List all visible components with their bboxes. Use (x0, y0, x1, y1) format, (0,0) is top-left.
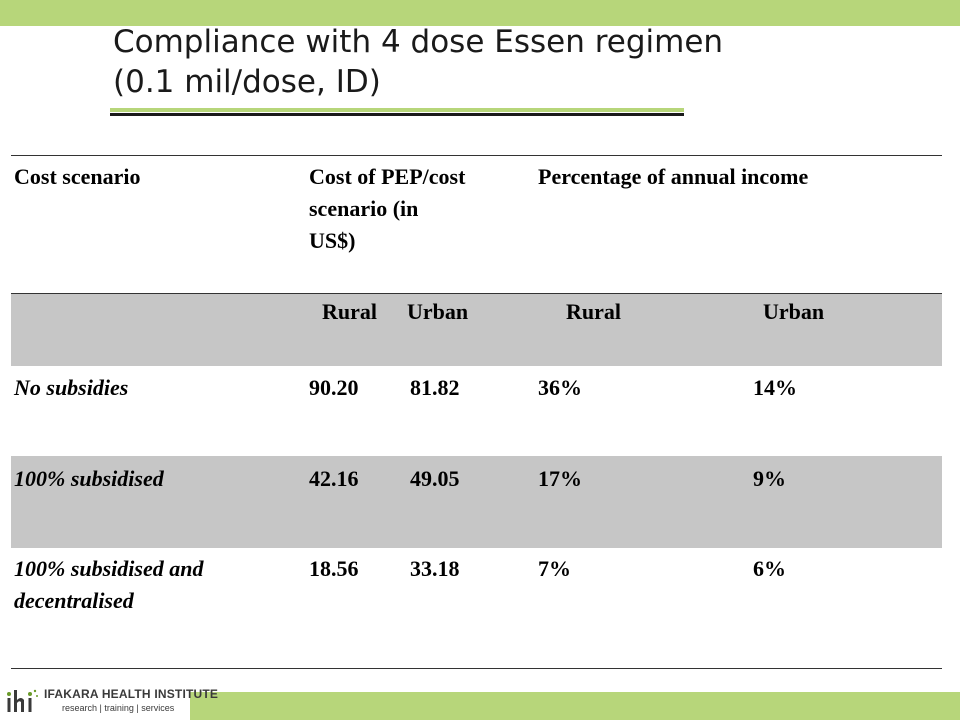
table-row (11, 456, 942, 548)
header-cost-scenario: Cost scenario (14, 164, 141, 189)
row-2-scenario: 100% subsidised (14, 466, 164, 491)
bottom-accent-bar (190, 692, 960, 720)
subheader-pct-rural: Rural (566, 299, 621, 324)
title-underline-green (110, 108, 684, 112)
row-3-scenario-line-1: 100% subsidised and (14, 556, 204, 581)
ifakara-logo: IFAKARA HEALTH INSTITUTE research | trai… (6, 684, 218, 718)
slide-title-line-1: Compliance with 4 dose Essen regimen (113, 24, 724, 60)
ihi-logo-icon (7, 689, 38, 712)
row-3-cost-rural: 18.56 (309, 556, 359, 581)
header-cost-pep-line-2: scenario (in (309, 196, 419, 221)
subheader-cost-rural: Rural (322, 299, 377, 324)
header-rule (11, 293, 942, 294)
title-underline-dark (110, 113, 684, 116)
table-row (11, 366, 942, 456)
row-1-cost-urban: 81.82 (410, 375, 460, 400)
table-header-row: Cost scenario Cost of PEP/cost scenario … (11, 155, 942, 293)
row-2-cost-rural: 42.16 (309, 466, 359, 491)
row-1-scenario: No subsidies (14, 375, 129, 400)
header-cost-pep-line-1: Cost of PEP/cost (309, 164, 466, 189)
subheader-pct-urban: Urban (763, 299, 825, 324)
row-2-cost-urban: 49.05 (410, 466, 460, 491)
row-3-scenario: 100% subsidised and decentralised (14, 553, 203, 617)
row-1-pct-urban: 14% (753, 375, 797, 400)
table-bottom-rule (11, 668, 942, 669)
row-2-pct-urban: 9% (753, 466, 786, 491)
table-subheader-row (11, 294, 942, 366)
header-pct-income: Percentage of annual income (538, 164, 809, 189)
logo-name: IFAKARA HEALTH INSTITUTE (44, 687, 219, 701)
row-3-scenario-line-2: decentralised (14, 588, 134, 613)
header-cost-pep-line-3: US$) (309, 228, 356, 253)
row-1-cost-rural: 90.20 (309, 375, 359, 400)
row-3-cost-urban: 33.18 (410, 556, 460, 581)
row-1-pct-rural: 36% (538, 375, 582, 400)
row-3-pct-urban: 6% (753, 556, 786, 581)
top-accent-bar (0, 0, 960, 26)
header-cost-pep: Cost of PEP/cost scenario (in US$) (309, 161, 465, 257)
row-2-pct-rural: 17% (538, 466, 582, 491)
slide-title: Compliance with 4 dose Essen regimen (0.… (113, 22, 933, 102)
logo-tagline: research | training | services (62, 703, 175, 713)
table-top-rule (11, 155, 942, 156)
row-3-pct-rural: 7% (538, 556, 571, 581)
subheader-cost-urban: Urban (407, 299, 469, 324)
slide-title-line-2: (0.1 mil/dose, ID) (113, 64, 381, 100)
